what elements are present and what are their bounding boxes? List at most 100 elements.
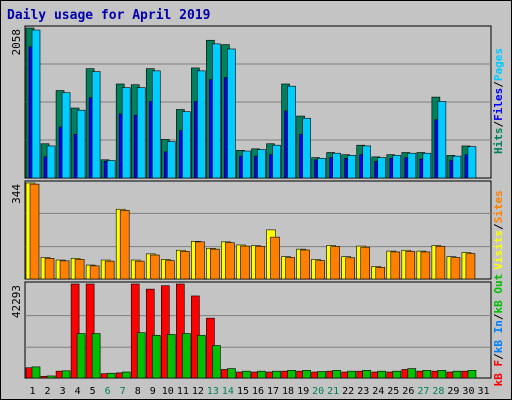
bar-kb-out-day-3 — [61, 370, 71, 379]
bar-kb-out-day-23 — [362, 370, 372, 379]
bar-sites-day-24 — [375, 266, 386, 280]
bar-sites-day-16 — [255, 246, 265, 280]
bar-sites-day-15 — [240, 245, 250, 280]
bar-pages-day-21 — [332, 152, 341, 179]
bar-sites-day-26 — [405, 251, 416, 280]
bar-sites-day-13 — [210, 248, 220, 280]
y-max-label: 42293 — [10, 285, 23, 318]
bar-pages-day-19 — [302, 117, 311, 179]
bar-pages-day-18 — [287, 85, 296, 179]
bar-kb-out-day-10 — [166, 334, 176, 379]
plot-area-kbytes — [24, 281, 492, 379]
x-tick-label: 31 — [477, 386, 489, 397]
bar-kb-out-day-18 — [287, 370, 296, 379]
bar-kb-f-day-10 — [160, 285, 170, 379]
x-tick-label: 25 — [387, 386, 399, 397]
x-tick-label: 30 — [462, 386, 474, 397]
bar-kb-out-day-11 — [182, 333, 191, 379]
legend-entry: Visits — [492, 230, 505, 270]
bar-kb-f-day-9 — [145, 288, 155, 379]
bar-kb-out-day-5 — [91, 333, 101, 379]
legend-entry: Pages — [492, 48, 505, 81]
x-tick-label: 1 — [30, 386, 36, 397]
x-tick-label: 14 — [222, 386, 234, 397]
bar-kb-f-day-11 — [176, 283, 185, 379]
bar-kb-out-day-20 — [317, 371, 326, 379]
bar-pages-day-30 — [467, 146, 477, 179]
x-tick-label: 20 — [312, 386, 324, 397]
bar-sites-day-10 — [164, 260, 175, 280]
legend-entry: Hits — [492, 128, 505, 155]
bar-kb-f-day-5 — [85, 283, 95, 379]
x-tick-label: 18 — [282, 386, 294, 397]
bar-sites-day-23 — [360, 246, 371, 280]
legend-entry: / — [492, 81, 505, 88]
bar-sites-day-3 — [59, 260, 70, 280]
bar-sites-day-7 — [119, 210, 130, 280]
bar-sites-day-1 — [29, 183, 40, 280]
bar-kb-out-day-1 — [31, 366, 41, 379]
chart-title: Daily usage for April 2019 — [7, 8, 211, 23]
bar-kb-f-day-4 — [70, 283, 80, 379]
bar-pages-day-13 — [212, 43, 221, 179]
legend-entry: / — [492, 313, 505, 320]
bar-sites-day-9 — [149, 254, 160, 280]
bar-pages-day-7 — [121, 87, 131, 179]
bar-kb-out-day-26 — [407, 368, 417, 379]
legend-bottom: kB F/kB In/kB Out — [492, 274, 505, 387]
x-tick-label: 21 — [327, 386, 339, 397]
bar-sites-day-12 — [195, 241, 205, 280]
bar-kb-out-day-6 — [106, 372, 116, 379]
x-tick-label: 4 — [75, 386, 81, 397]
x-tick-label: 13 — [207, 386, 219, 397]
bar-kb-out-day-4 — [76, 333, 86, 379]
bar-kb-out-day-22 — [347, 370, 356, 379]
legend-entry: Sites — [492, 190, 505, 223]
bar-sites-day-4 — [74, 259, 85, 280]
bar-sites-day-2 — [44, 258, 55, 280]
bar-kb-out-day-17 — [272, 370, 281, 379]
bar-pages-day-29 — [452, 155, 462, 179]
bar-sites-day-21 — [330, 246, 340, 280]
bar-sites-day-17 — [270, 236, 280, 280]
x-tick-label: 5 — [90, 386, 96, 397]
x-tick-label: 16 — [252, 386, 264, 397]
bar-pages-day-9 — [151, 70, 161, 179]
bar-kb-out-day-21 — [332, 370, 341, 379]
bar-sites-day-27 — [420, 251, 431, 280]
bar-pages-day-27 — [422, 152, 432, 179]
bar-kb-out-day-15 — [242, 370, 251, 379]
bar-kb-out-day-7 — [121, 371, 131, 379]
bar-kb-out-day-25 — [392, 370, 402, 379]
legend-entry: / — [492, 223, 505, 230]
bar-kb-out-day-13 — [212, 345, 221, 379]
bar-pages-day-11 — [182, 111, 191, 179]
bar-kb-out-day-28 — [437, 370, 447, 379]
bar-pages-day-23 — [362, 145, 372, 179]
bar-kb-out-day-27 — [422, 370, 432, 379]
bar-pages-day-26 — [407, 152, 417, 179]
bar-pages-day-4 — [76, 109, 86, 179]
bar-sites-day-20 — [315, 260, 325, 280]
bar-sites-day-28 — [435, 246, 446, 280]
bar-sites-day-6 — [104, 260, 115, 280]
bar-pages-day-15 — [242, 150, 251, 179]
x-tick-label: 23 — [357, 386, 369, 397]
legend-entry: kB Out — [492, 274, 505, 314]
bar-sites-day-30 — [465, 253, 476, 280]
bar-sites-day-8 — [134, 260, 145, 280]
bar-kb-out-day-14 — [227, 368, 236, 379]
bar-kb-out-day-9 — [151, 334, 161, 379]
bar-pages-day-20 — [317, 158, 326, 179]
bar-sites-day-5 — [89, 265, 100, 280]
legend-entry: / — [492, 353, 505, 360]
bar-kb-out-day-24 — [377, 370, 387, 379]
bar-sites-day-11 — [180, 251, 190, 280]
x-tick-label: 24 — [372, 386, 384, 397]
bar-pages-day-16 — [257, 149, 266, 179]
x-tick-label: 12 — [192, 386, 204, 397]
bar-kb-f-day-8 — [130, 283, 140, 379]
bar-pages-day-8 — [136, 87, 146, 179]
x-tick-label: 29 — [447, 386, 459, 397]
